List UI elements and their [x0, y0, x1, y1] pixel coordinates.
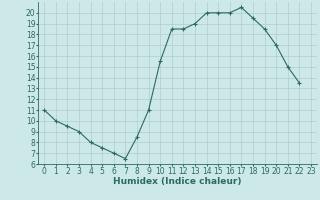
X-axis label: Humidex (Indice chaleur): Humidex (Indice chaleur) [113, 177, 242, 186]
